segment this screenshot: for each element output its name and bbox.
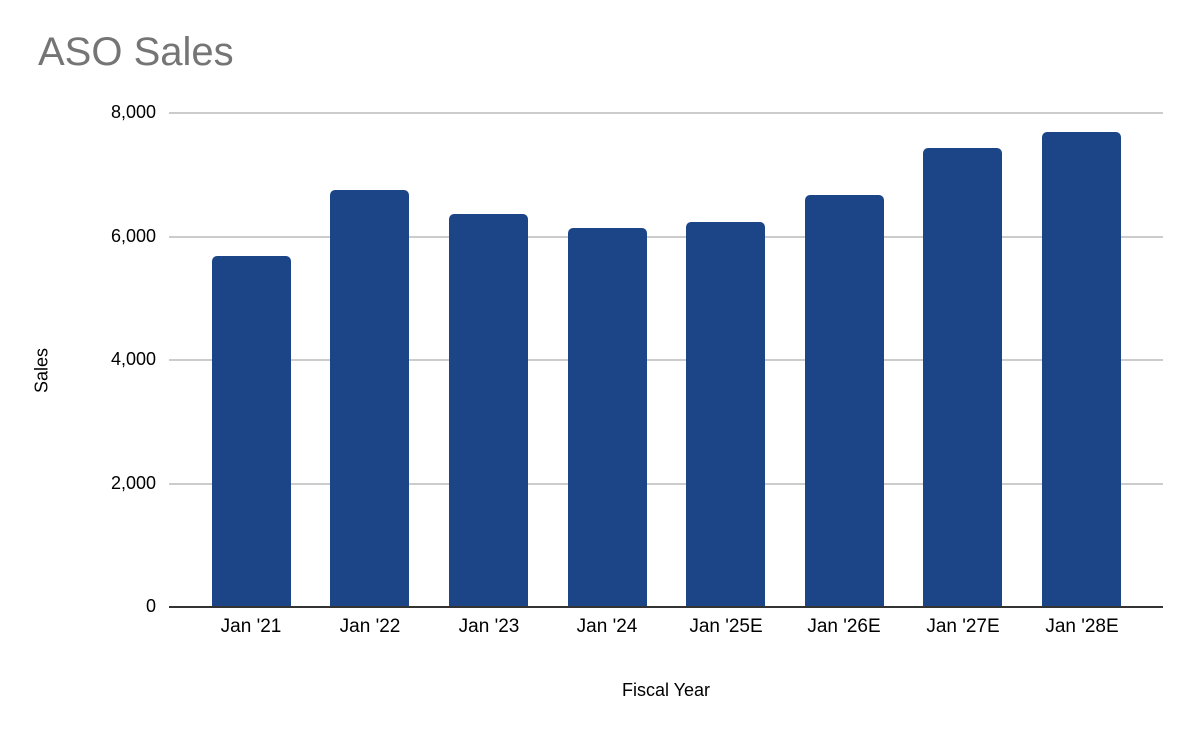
bar[interactable]: [449, 214, 528, 607]
gridline: [169, 112, 1163, 114]
bar[interactable]: [330, 190, 409, 607]
bar[interactable]: [686, 222, 765, 607]
y-axis-tick-label: 6,000: [110, 225, 156, 246]
x-axis-tick-label: Jan '28E: [1045, 616, 1119, 637]
x-axis-baseline: [169, 606, 1163, 608]
gridline: [169, 235, 1163, 238]
x-axis-tick-label: Jan '21: [220, 616, 282, 637]
bar[interactable]: [568, 228, 647, 607]
x-axis-tick-label: Jan '23: [458, 616, 520, 637]
y-axis-tick-label: 0: [145, 596, 156, 616]
bar[interactable]: [805, 195, 884, 607]
y-axis-title: Sales: [31, 347, 52, 394]
chart-title: ASO Sales: [38, 30, 234, 74]
x-axis-title: Fiscal Year: [621, 680, 711, 700]
bar[interactable]: [1042, 132, 1121, 607]
gridline: [169, 482, 1163, 485]
bar[interactable]: [923, 148, 1002, 607]
bar[interactable]: [212, 256, 291, 607]
y-axis-tick-label: 8,000: [110, 102, 156, 122]
x-axis-tick-label: Jan '25E: [689, 616, 763, 637]
x-axis-tick-label: Jan '27E: [926, 616, 1000, 637]
x-axis-tick-label: Jan '22: [339, 616, 401, 637]
gridline: [169, 359, 1163, 361]
x-axis-tick-label: Jan '26E: [807, 616, 881, 637]
x-axis-tick-label: Jan '24: [576, 616, 638, 637]
y-axis-tick-label: 4,000: [110, 349, 156, 369]
y-axis-tick-label: 2,000: [110, 472, 156, 493]
